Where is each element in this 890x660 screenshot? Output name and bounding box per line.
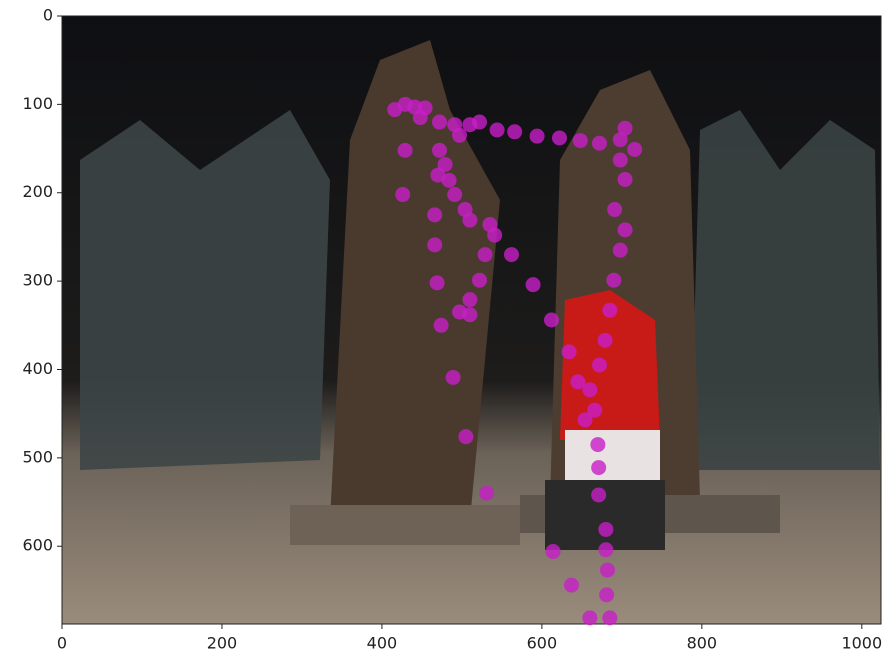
gaze-point [591, 487, 607, 503]
gaze-point [441, 172, 457, 188]
gaze-point [471, 272, 487, 288]
gaze-point [427, 237, 443, 253]
gaze-point [437, 156, 453, 172]
gaze-point [551, 130, 567, 146]
gaze-point [599, 562, 615, 578]
gaze-point [561, 344, 577, 360]
y-tick-label: 100 [22, 94, 53, 113]
gaze-point [587, 402, 603, 418]
gaze-point [452, 127, 468, 143]
gaze-point [617, 222, 633, 238]
gaze-point [458, 429, 474, 445]
gaze-point [429, 275, 445, 291]
gaze-point [577, 412, 593, 428]
gaze-point [543, 312, 559, 328]
gaze-point [617, 171, 633, 187]
x-tick-label: 0 [57, 634, 67, 653]
gaze-point [433, 317, 449, 333]
gaze-point [479, 485, 495, 501]
x-tick-label: 800 [687, 634, 718, 653]
gaze-point [529, 128, 545, 144]
x-tick-label: 400 [367, 634, 398, 653]
gaze-point [471, 114, 487, 130]
gaze-point [545, 544, 561, 560]
gaze-point [602, 302, 618, 318]
y-tick-label: 300 [22, 271, 53, 290]
gaze-point [570, 374, 586, 390]
gaze-point [462, 212, 478, 228]
gaze-point [489, 122, 505, 138]
gaze-point [462, 307, 478, 323]
gaze-point [563, 577, 579, 593]
gaze-point [582, 610, 598, 626]
gaze-point [445, 369, 461, 385]
gaze-point [447, 187, 463, 203]
gaze-point [606, 272, 622, 288]
gaze-point [432, 114, 448, 130]
gaze-point [591, 135, 607, 151]
gaze-point [432, 142, 448, 158]
axes-frame [61, 15, 882, 625]
gaze-point [607, 202, 623, 218]
x-tick-label: 200 [207, 634, 238, 653]
y-tick-label: 500 [22, 447, 53, 466]
gaze-point [591, 357, 607, 373]
y-tick-label: 0 [43, 6, 53, 25]
x-tick-label: 600 [527, 634, 558, 653]
y-tick-label: 400 [22, 359, 53, 378]
gaze-point [612, 152, 628, 168]
gaze-point [412, 110, 428, 126]
gaze-point [591, 460, 607, 476]
gaze-point [430, 167, 446, 183]
gaze-point [397, 142, 413, 158]
gaze-point [599, 587, 615, 603]
gaze-point [395, 187, 411, 203]
gaze-point [427, 207, 443, 223]
gaze-point [598, 542, 614, 558]
gaze-point [507, 124, 523, 140]
gaze-point [487, 227, 503, 243]
gaze-point [582, 382, 598, 398]
gaze-point [572, 133, 588, 149]
y-tick-label: 600 [22, 536, 53, 555]
gaze-point [612, 242, 628, 258]
gaze-point [462, 292, 478, 308]
gaze-point [503, 247, 519, 263]
gaze-point [627, 141, 643, 157]
gaze-point [612, 132, 628, 148]
gaze-point [590, 437, 606, 453]
gaze-point [525, 277, 541, 293]
gaze-point [597, 332, 613, 348]
gaze-point [617, 120, 633, 136]
photo [62, 16, 881, 624]
y-tick-label: 200 [22, 182, 53, 201]
gaze-point [598, 521, 614, 537]
x-tick-label: 1000 [841, 634, 882, 653]
gaze-point [477, 247, 493, 263]
gaze-point [602, 610, 618, 626]
